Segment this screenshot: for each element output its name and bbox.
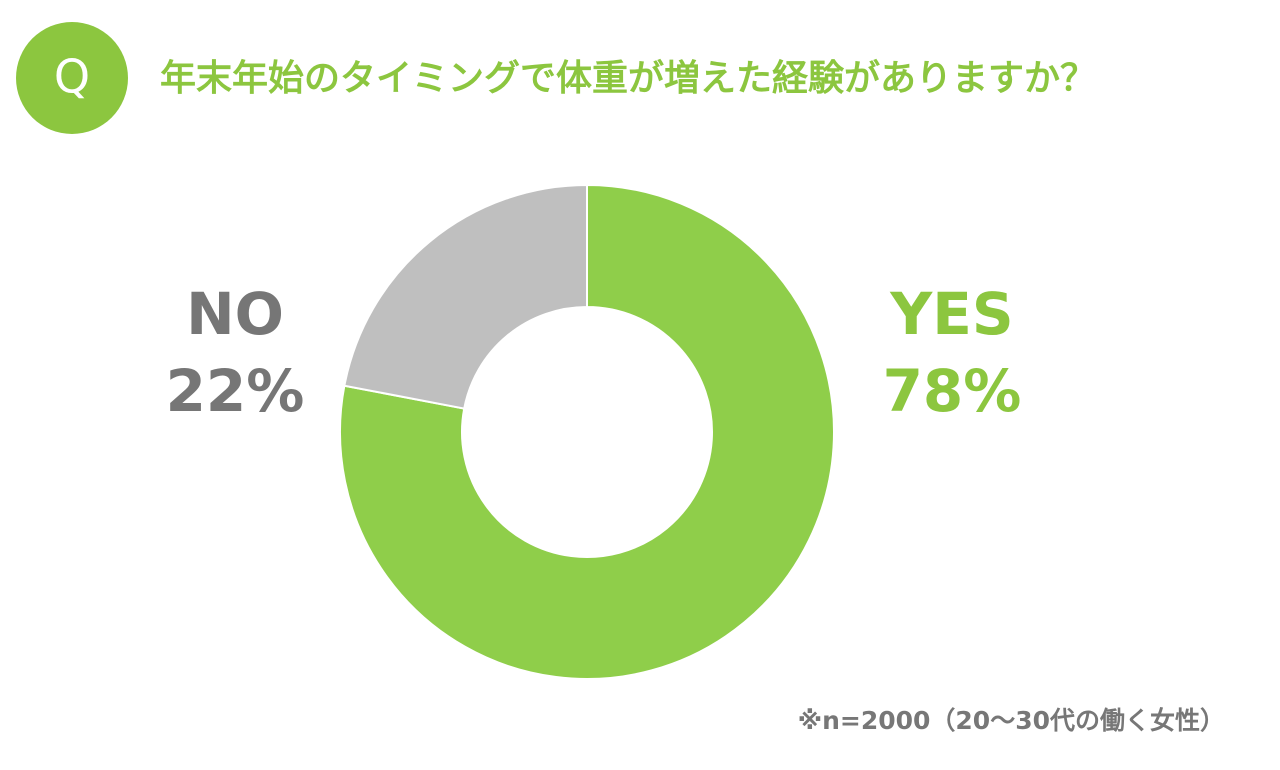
- slice-value-label: 22%: [166, 357, 305, 425]
- slice: [339, 183, 835, 680]
- badge-text: Q: [54, 50, 90, 104]
- note: ※n=2000（20～30代の働く女性）: [798, 706, 1225, 735]
- chart-title: 年末年始のタイミングで体重が増えた経験がありますか？: [160, 58, 1096, 99]
- slice-category: YES: [889, 280, 1013, 348]
- badge-circle: [16, 22, 128, 134]
- slice-value-label: 78%: [883, 357, 1022, 425]
- slice-category: NO: [186, 280, 284, 348]
- slice: [343, 183, 588, 410]
